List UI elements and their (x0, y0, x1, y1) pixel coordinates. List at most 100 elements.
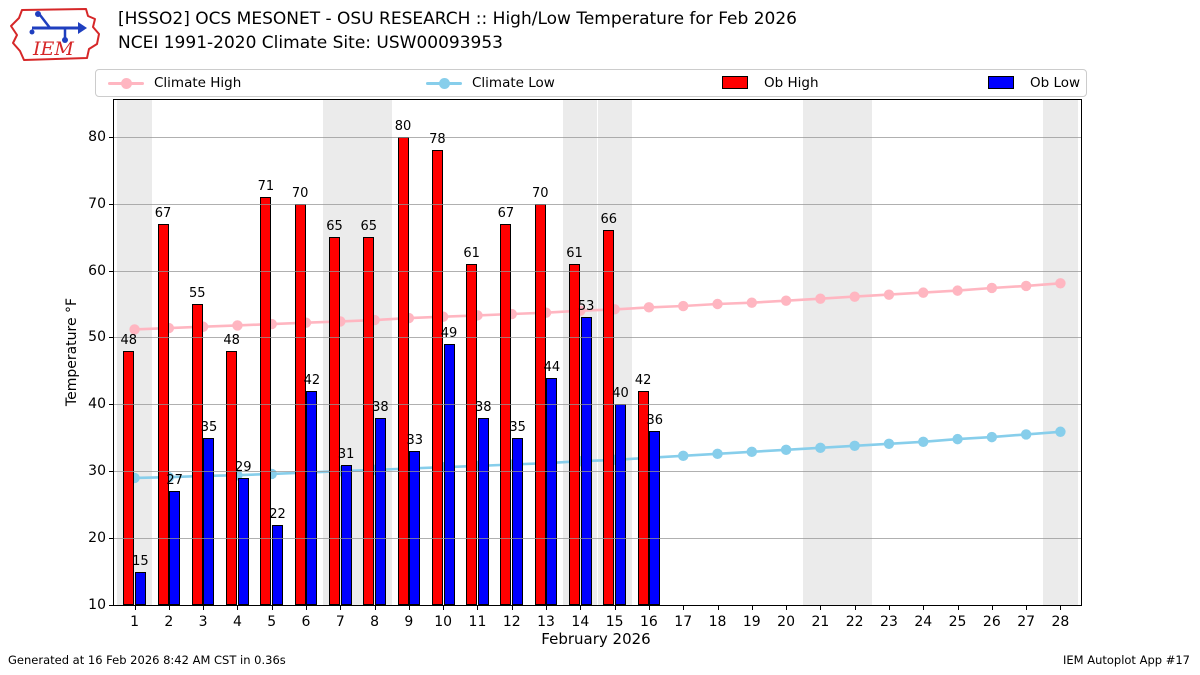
ob-high-value-label: 42 (634, 372, 652, 388)
weekend-band (597, 100, 632, 605)
x-tick (443, 605, 445, 610)
ob-high-value-label: 48 (223, 332, 240, 348)
climate-low-marker (918, 436, 929, 447)
ob-low-bar (374, 417, 386, 605)
legend-item-climate-low: Climate Low (426, 70, 555, 96)
weekend-band (1043, 100, 1078, 605)
ob-low-bar (546, 377, 558, 605)
climate-low-marker (1020, 429, 1032, 440)
x-tick (340, 605, 342, 610)
gridline (114, 404, 1081, 406)
ob-high-value-label: 78 (429, 132, 446, 148)
y-tick-label: 80 (88, 128, 106, 145)
x-tick (614, 605, 616, 610)
climate-high-marker (712, 298, 723, 310)
y-tick (109, 538, 114, 540)
app-credit-text: IEM Autoplot App #17 (1062, 653, 1190, 667)
x-tick (546, 605, 548, 610)
climate-high-marker (780, 295, 792, 306)
legend-item-climate-high: Climate High (108, 70, 241, 96)
ob-high-bar (123, 350, 135, 605)
ob-high-bar (226, 350, 238, 605)
ob-high-bar (466, 263, 478, 605)
climate-low-marker (986, 431, 998, 443)
ob-low-bar (237, 477, 249, 605)
climate-high-marker (678, 300, 689, 312)
x-tick-label: 11 (468, 614, 487, 630)
x-tick-label: 26 (982, 614, 1001, 630)
ob-high-swatch-icon (718, 76, 754, 90)
gridline (114, 136, 1081, 138)
ob-low-value-label: 42 (303, 372, 321, 388)
x-tick-label: 18 (708, 614, 727, 630)
y-tick (109, 270, 114, 272)
x-tick (203, 605, 205, 610)
climate-high-marker (1020, 280, 1032, 292)
ob-high-value-label: 67 (154, 205, 172, 221)
ob-low-value-label: 40 (612, 386, 629, 402)
weekend-band (837, 100, 872, 605)
legend-label: Ob High (764, 75, 819, 91)
ob-high-value-label: 80 (394, 118, 412, 134)
climate-low-marker (712, 448, 723, 460)
x-tick-label: 13 (537, 614, 555, 630)
climate-low-marker (952, 433, 963, 445)
ob-high-bar (397, 136, 409, 605)
x-axis-title: February 2026 (541, 630, 651, 648)
ob-low-value-label: 53 (577, 299, 595, 315)
climate-high-marker (849, 291, 860, 302)
ob-high-value-label: 66 (600, 212, 618, 228)
ob-low-bar (134, 571, 146, 605)
ob-low-bar (306, 390, 318, 605)
x-tick (168, 605, 170, 610)
climate-high-marker (643, 302, 655, 313)
x-tick (237, 605, 239, 610)
weather-vane-icon (29, 11, 87, 43)
x-tick-label: 3 (198, 614, 208, 630)
y-tick (109, 203, 114, 205)
ob-low-value-label: 35 (509, 419, 526, 435)
x-tick (408, 605, 410, 610)
ob-low-value-label: 38 (475, 399, 492, 415)
climate-high-marker (918, 287, 929, 298)
y-tick (109, 605, 114, 606)
iem-logo: IEM (10, 8, 100, 61)
weekend-band (803, 100, 838, 605)
x-tick (923, 605, 925, 610)
x-tick-label: 14 (571, 614, 590, 630)
gridline (114, 471, 1081, 473)
ob-low-value-label: 35 (200, 419, 218, 435)
x-tick-label: 28 (1051, 614, 1070, 630)
x-tick-label: 15 (605, 614, 624, 630)
x-tick (648, 605, 650, 610)
x-tick-label: 23 (880, 614, 898, 630)
weekend-band (563, 100, 598, 605)
plot-area: 48 67 55 48 71 70 65 65 80 78 61 67 70 61 66 42 15 27 35 29… (88, 99, 1082, 630)
gridline (114, 270, 1081, 272)
x-tick (477, 605, 479, 610)
x-tick (271, 605, 273, 610)
climate-low-marker (780, 444, 792, 456)
y-tick-label: 30 (88, 463, 106, 480)
climate-high-marker (952, 285, 963, 296)
climate-high-marker (815, 293, 826, 304)
climate-high-marker (232, 320, 243, 331)
chart-title: [HSSO2] OCS MESONET - OSU RESEARCH :: Hi… (118, 9, 797, 29)
x-tick (717, 605, 719, 610)
x-tick-label: 9 (404, 614, 414, 630)
legend-item-ob-high: Ob High (718, 70, 819, 96)
ob-high-value-label: 67 (497, 205, 515, 221)
climate-low-line (134, 430, 1061, 480)
ob-high-bar (500, 223, 512, 605)
weekend-band (117, 100, 152, 605)
ob-high-bar (363, 237, 375, 605)
climate-high-line (134, 282, 1061, 331)
y-tick-label: 20 (88, 530, 106, 547)
ob-high-bar (157, 223, 169, 605)
ob-low-bar (272, 524, 284, 605)
x-tick-label: 27 (1017, 614, 1036, 630)
x-tick-label: 7 (335, 614, 345, 630)
weekend-band (323, 100, 358, 605)
ob-low-value-label: 27 (166, 473, 183, 489)
